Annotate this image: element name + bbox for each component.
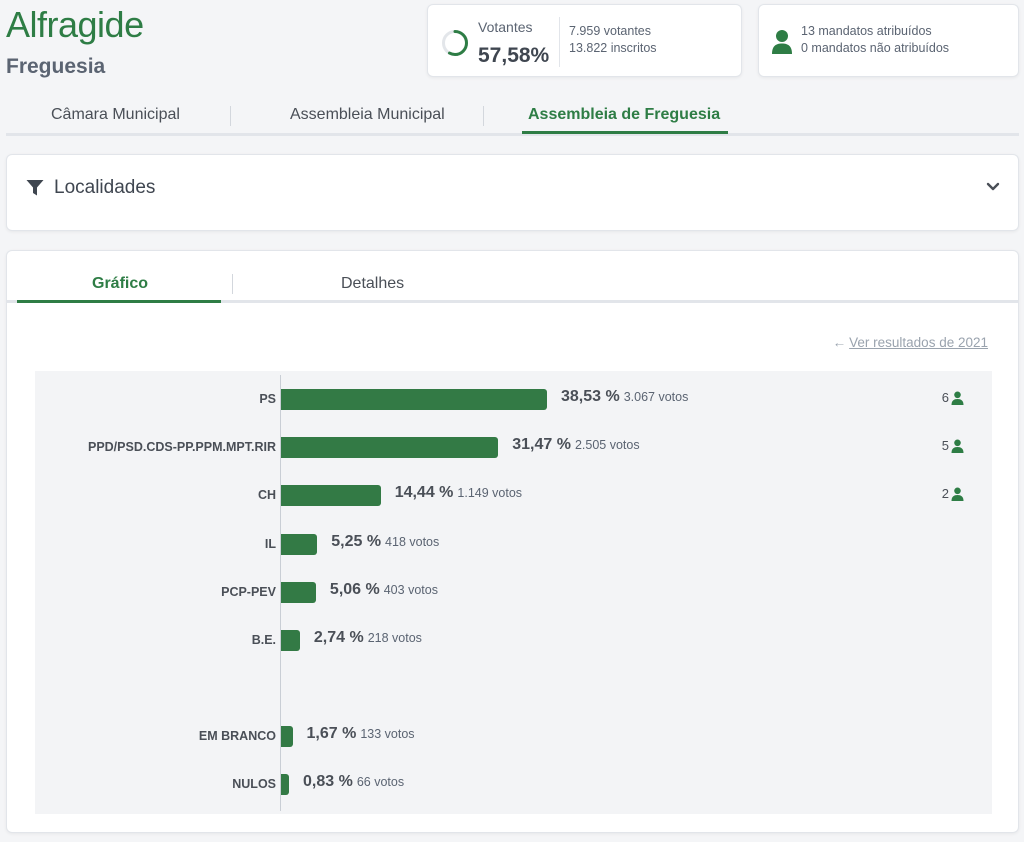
mandates-card: 13 mandatos atribuídos 0 mandatos não at…	[758, 4, 1019, 77]
chevron-down-icon[interactable]	[986, 182, 1000, 192]
category-label: CH	[257, 488, 276, 502]
tab-divider	[232, 274, 233, 294]
localidades-filter[interactable]: Localidades	[6, 154, 1019, 231]
page-title: Alfragide	[6, 4, 144, 45]
chart-axis-line	[280, 375, 281, 811]
bar-value: 2,74 % 218 votos	[314, 629, 422, 647]
votes-label: 2.505 votos	[574, 438, 640, 452]
percent-label: 0,83 %	[303, 773, 353, 790]
bar	[281, 726, 293, 747]
bar-value: 38,53 % 3.067 votos	[561, 388, 688, 406]
chart-row: B.E. 2,74 % 218 votos	[35, 628, 992, 652]
bar	[281, 774, 289, 795]
bar	[281, 582, 316, 603]
chart-row: PS 38,53 % 3.067 votos 6	[35, 387, 992, 411]
election-tabs: Câmara Municipal Assembleia Municipal As…	[6, 96, 1019, 136]
turnout-card: Votantes 57,58% 7.959 votantes 13.822 in…	[427, 4, 742, 77]
person-icon	[951, 391, 964, 405]
results-panel: Gráfico Detalhes ← Ver resultados de 2021…	[6, 250, 1019, 833]
votes-label: 3.067 votos	[623, 390, 689, 404]
percent-label: 38,53 %	[561, 388, 620, 405]
arrow-left-icon: ←	[832, 335, 847, 350]
votes-label: 1.149 votos	[457, 486, 523, 500]
previous-results-link[interactable]: ← Ver resultados de 2021	[833, 335, 988, 350]
percent-label: 14,44 %	[394, 484, 454, 501]
votes-label: 66 votos	[356, 775, 405, 789]
tab-assembleia-municipal[interactable]: Assembleia Municipal	[290, 106, 445, 123]
bar-value: 14,44 % 1.149 votos	[395, 484, 522, 502]
category-label: IL	[264, 537, 276, 551]
category-label: NULOS	[232, 777, 276, 791]
votes-label: 418 votos	[385, 535, 440, 549]
votes-label: 133 votos	[360, 727, 415, 741]
votes-label: 403 votos	[383, 583, 438, 597]
tab-divider	[230, 106, 231, 126]
seats-number: 2	[941, 486, 949, 501]
turnout-label: Votantes	[478, 19, 533, 35]
category-label: EM BRANCO	[198, 729, 276, 743]
category-label: PCP-PEV	[221, 585, 276, 599]
mandates-unassigned: 0 mandatos não atribuídos	[801, 41, 950, 55]
chart-row: NULOS 0,83 % 66 votos	[35, 772, 992, 796]
chart-row: IL 5,25 % 418 votos	[35, 532, 992, 556]
person-icon	[951, 487, 964, 501]
chart-row: PCP-PEV 5,06 % 403 votos	[35, 580, 992, 604]
registered-count: 13.822 inscritos	[569, 41, 657, 55]
seats-count: 2	[942, 486, 964, 501]
votes-label: 218 votos	[367, 631, 422, 645]
person-icon	[951, 439, 964, 453]
bar	[281, 534, 318, 555]
tab-camara-municipal[interactable]: Câmara Municipal	[51, 106, 180, 123]
turnout-percent: 57,58%	[478, 44, 550, 67]
seats-number: 6	[941, 390, 949, 405]
category-label: B.E.	[251, 633, 276, 647]
bar-value: 5,06 % 403 votos	[330, 581, 438, 599]
tab-assembleia-freguesia[interactable]: Assembleia de Freguesia	[528, 106, 721, 123]
category-label: PS	[259, 392, 276, 406]
seats-number: 5	[941, 438, 949, 453]
turnout-divider	[559, 17, 560, 67]
voters-count: 7.959 votantes	[569, 24, 652, 38]
category-label: PPD/PSD.CDS-PP.PPM.MPT.RIR	[87, 440, 276, 454]
bar-value: 0,83 % 66 votos	[303, 773, 404, 791]
percent-label: 5,06 %	[329, 581, 380, 598]
filter-icon	[26, 180, 44, 196]
bar	[281, 630, 300, 651]
bar-value: 5,25 % 418 votos	[331, 533, 439, 551]
active-tab-indicator	[522, 131, 728, 134]
active-tab-indicator	[17, 300, 221, 303]
bar	[281, 485, 381, 506]
previous-results-label: Ver resultados de 2021	[849, 335, 988, 350]
percent-label: 31,47 %	[512, 436, 571, 453]
tab-grafico[interactable]: Gráfico	[92, 275, 149, 292]
tab-divider	[483, 106, 484, 126]
chart-row: CH 14,44 % 1.149 votos 2	[35, 483, 992, 507]
seats-count: 6	[942, 390, 964, 405]
tab-detalhes[interactable]: Detalhes	[341, 275, 405, 292]
percent-label: 2,74 %	[313, 629, 364, 646]
percent-label: 1,67 %	[306, 725, 357, 742]
percent-label: 5,25 %	[331, 533, 382, 550]
turnout-progress-ring-icon	[442, 30, 468, 56]
bar	[281, 437, 499, 458]
mandates-assigned: 13 mandatos atribuídos	[801, 24, 932, 38]
bar-value: 31,47 % 2.505 votos	[512, 436, 639, 454]
person-icon	[772, 30, 792, 54]
chart-row: EM BRANCO 1,67 % 133 votos	[35, 724, 992, 748]
seats-count: 5	[942, 438, 964, 453]
results-bar-chart: PS 38,53 % 3.067 votos 6 PPD/PSD.CDS-PP.PPM.…	[35, 371, 992, 814]
page-subtitle: Freguesia	[6, 55, 106, 78]
bar	[281, 389, 547, 410]
filter-label: Localidades	[54, 177, 156, 198]
view-tabs: Gráfico Detalhes	[7, 265, 1018, 303]
chart-row: PPD/PSD.CDS-PP.PPM.MPT.RIR 31,47 % 2.505 v…	[35, 435, 992, 459]
bar-value: 1,67 % 133 votos	[307, 725, 415, 743]
